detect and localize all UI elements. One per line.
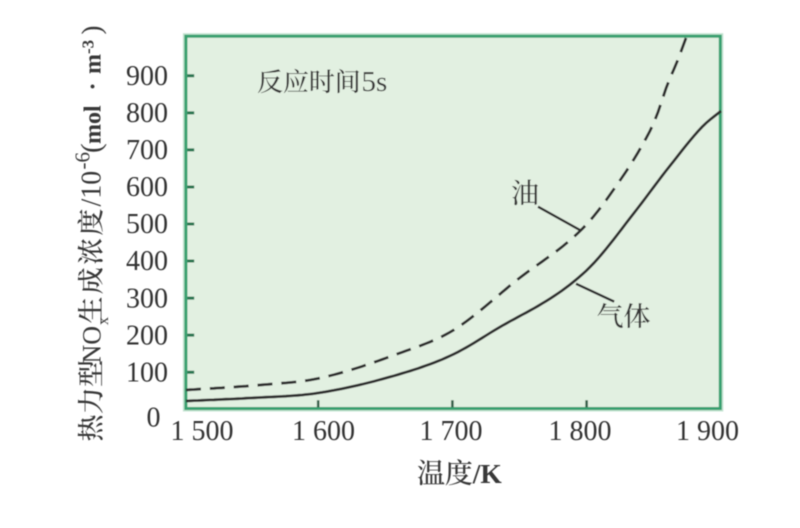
svg-text:300: 300 xyxy=(126,283,168,314)
svg-text:600: 600 xyxy=(126,172,168,203)
svg-text:0: 0 xyxy=(147,403,161,434)
svg-text:900: 900 xyxy=(126,61,168,92)
svg-text:200: 200 xyxy=(126,320,168,351)
svg-text:1 600: 1 600 xyxy=(292,416,355,447)
svg-text:400: 400 xyxy=(126,246,168,277)
svg-text:100: 100 xyxy=(126,357,168,388)
svg-text:NOx: NOx xyxy=(78,317,113,364)
svg-text:/10-6(mol·m-3): /10-6(mol·m-3) xyxy=(71,26,108,207)
svg-text:800: 800 xyxy=(126,98,168,129)
svg-text:1 800: 1 800 xyxy=(549,416,612,447)
svg-text:1 900: 1 900 xyxy=(676,416,739,447)
svg-text:1 700: 1 700 xyxy=(420,416,483,447)
svg-text:1 500: 1 500 xyxy=(171,416,234,447)
svg-text:/K: /K xyxy=(472,458,503,489)
svg-text:5s: 5s xyxy=(362,66,388,98)
svg-text:500: 500 xyxy=(126,209,168,240)
svg-text:700: 700 xyxy=(126,135,168,166)
